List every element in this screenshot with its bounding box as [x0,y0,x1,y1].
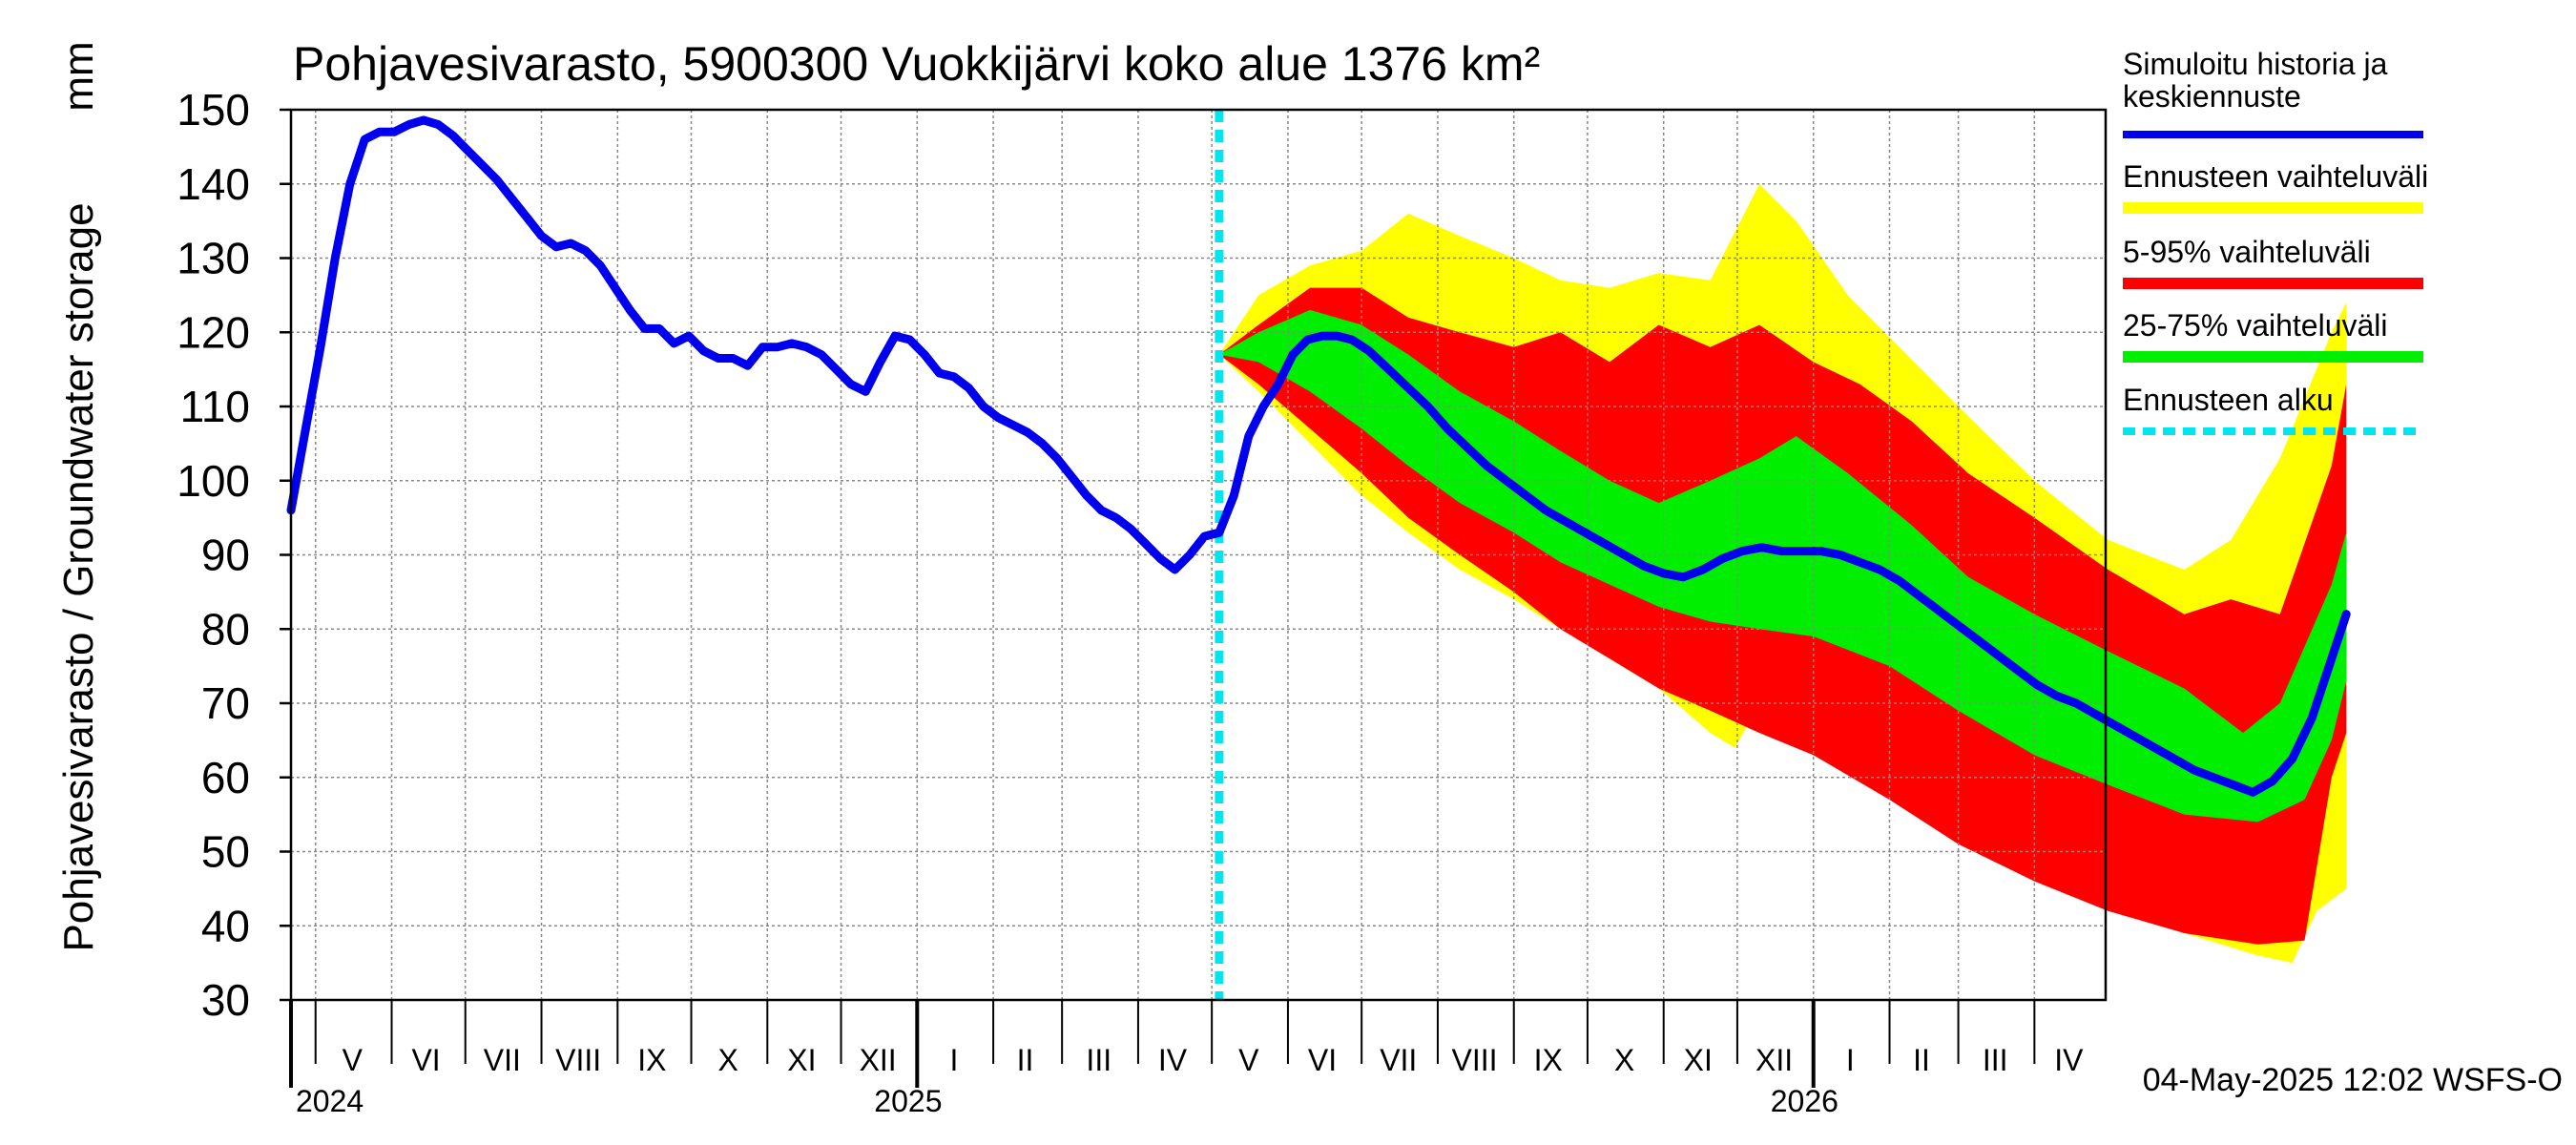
y-tick-label: 100 [177,456,250,506]
y-tick-label: 70 [201,678,250,728]
x-month-label: III [1086,1043,1111,1077]
x-month-label: IX [637,1043,666,1077]
x-month-label: V [1238,1043,1259,1077]
y-tick-label: 120 [177,307,250,357]
y-tick-label: 80 [201,604,250,654]
legend-label: Ennusteen alku [2123,383,2334,417]
series-line-mean [286,115,2351,797]
y-tick-label: 130 [177,234,250,283]
x-year-label: 2026 [1771,1084,1839,1118]
grid [291,109,2106,1001]
legend-label: Ennusteen vaihteluväli [2123,159,2428,194]
x-month-label: IV [1158,1043,1188,1077]
legend-label: keskiennuste [2123,79,2301,114]
y-tick-label: 90 [201,531,250,580]
y-tick-label: 60 [201,753,250,802]
y-tick-label: 30 [201,975,250,1025]
series [286,110,2351,1000]
x-month-label: VI [411,1043,440,1077]
chart-title: Pohjavesivarasto, 5900300 Vuokkijärvi ko… [293,37,1540,91]
labels: Pohjavesivarasto, 5900300 Vuokkijärvi ko… [55,37,2563,1098]
x-month-label: XII [1755,1043,1793,1077]
y-tick-label: 40 [201,901,250,950]
x-month-label: VIII [555,1043,601,1077]
x-month-label: XI [787,1043,816,1077]
x-year-label: 2024 [296,1084,364,1118]
x-month-label: XII [860,1043,897,1077]
band-25-75-vaihteluv-li [1218,309,2347,822]
y-tick-label: 50 [201,827,250,877]
x-month-label: VII [484,1043,521,1077]
x-month-label: II [1913,1043,1930,1077]
x-month-label: V [343,1043,364,1077]
x-month-label: II [1017,1043,1034,1077]
y-tick-label: 110 [180,382,250,431]
legend-label: 25-75% vaihteluväli [2123,308,2388,343]
legend-label: 5-95% vaihteluväli [2123,235,2371,269]
x-month-label: X [1614,1043,1634,1077]
forecast-bands [1218,183,2347,964]
x-month-label: I [949,1043,958,1077]
x-month-label: XI [1684,1043,1713,1077]
x-month-label: X [717,1043,737,1077]
y-axis-unit: mm [55,41,102,111]
x-month-label: VII [1380,1043,1417,1077]
x-month-label: VIII [1452,1043,1498,1077]
x-month-label: VI [1308,1043,1337,1077]
y-axis-label: Pohjavesivarasto / Groundwater storage [55,202,102,951]
y-tick-label: 140 [177,159,250,209]
x-month-label: IV [2054,1043,2084,1077]
x-month-label: I [1846,1043,1855,1077]
y-tick-label: 150 [177,85,250,135]
x-month-label: III [1983,1043,2008,1077]
x-year-label: 2025 [874,1084,942,1118]
legend-label: Simuloitu historia ja [2123,47,2388,81]
footer-timestamp: 04-May-2025 12:02 WSFS-O [2143,1062,2563,1098]
x-month-label: IX [1534,1043,1563,1077]
